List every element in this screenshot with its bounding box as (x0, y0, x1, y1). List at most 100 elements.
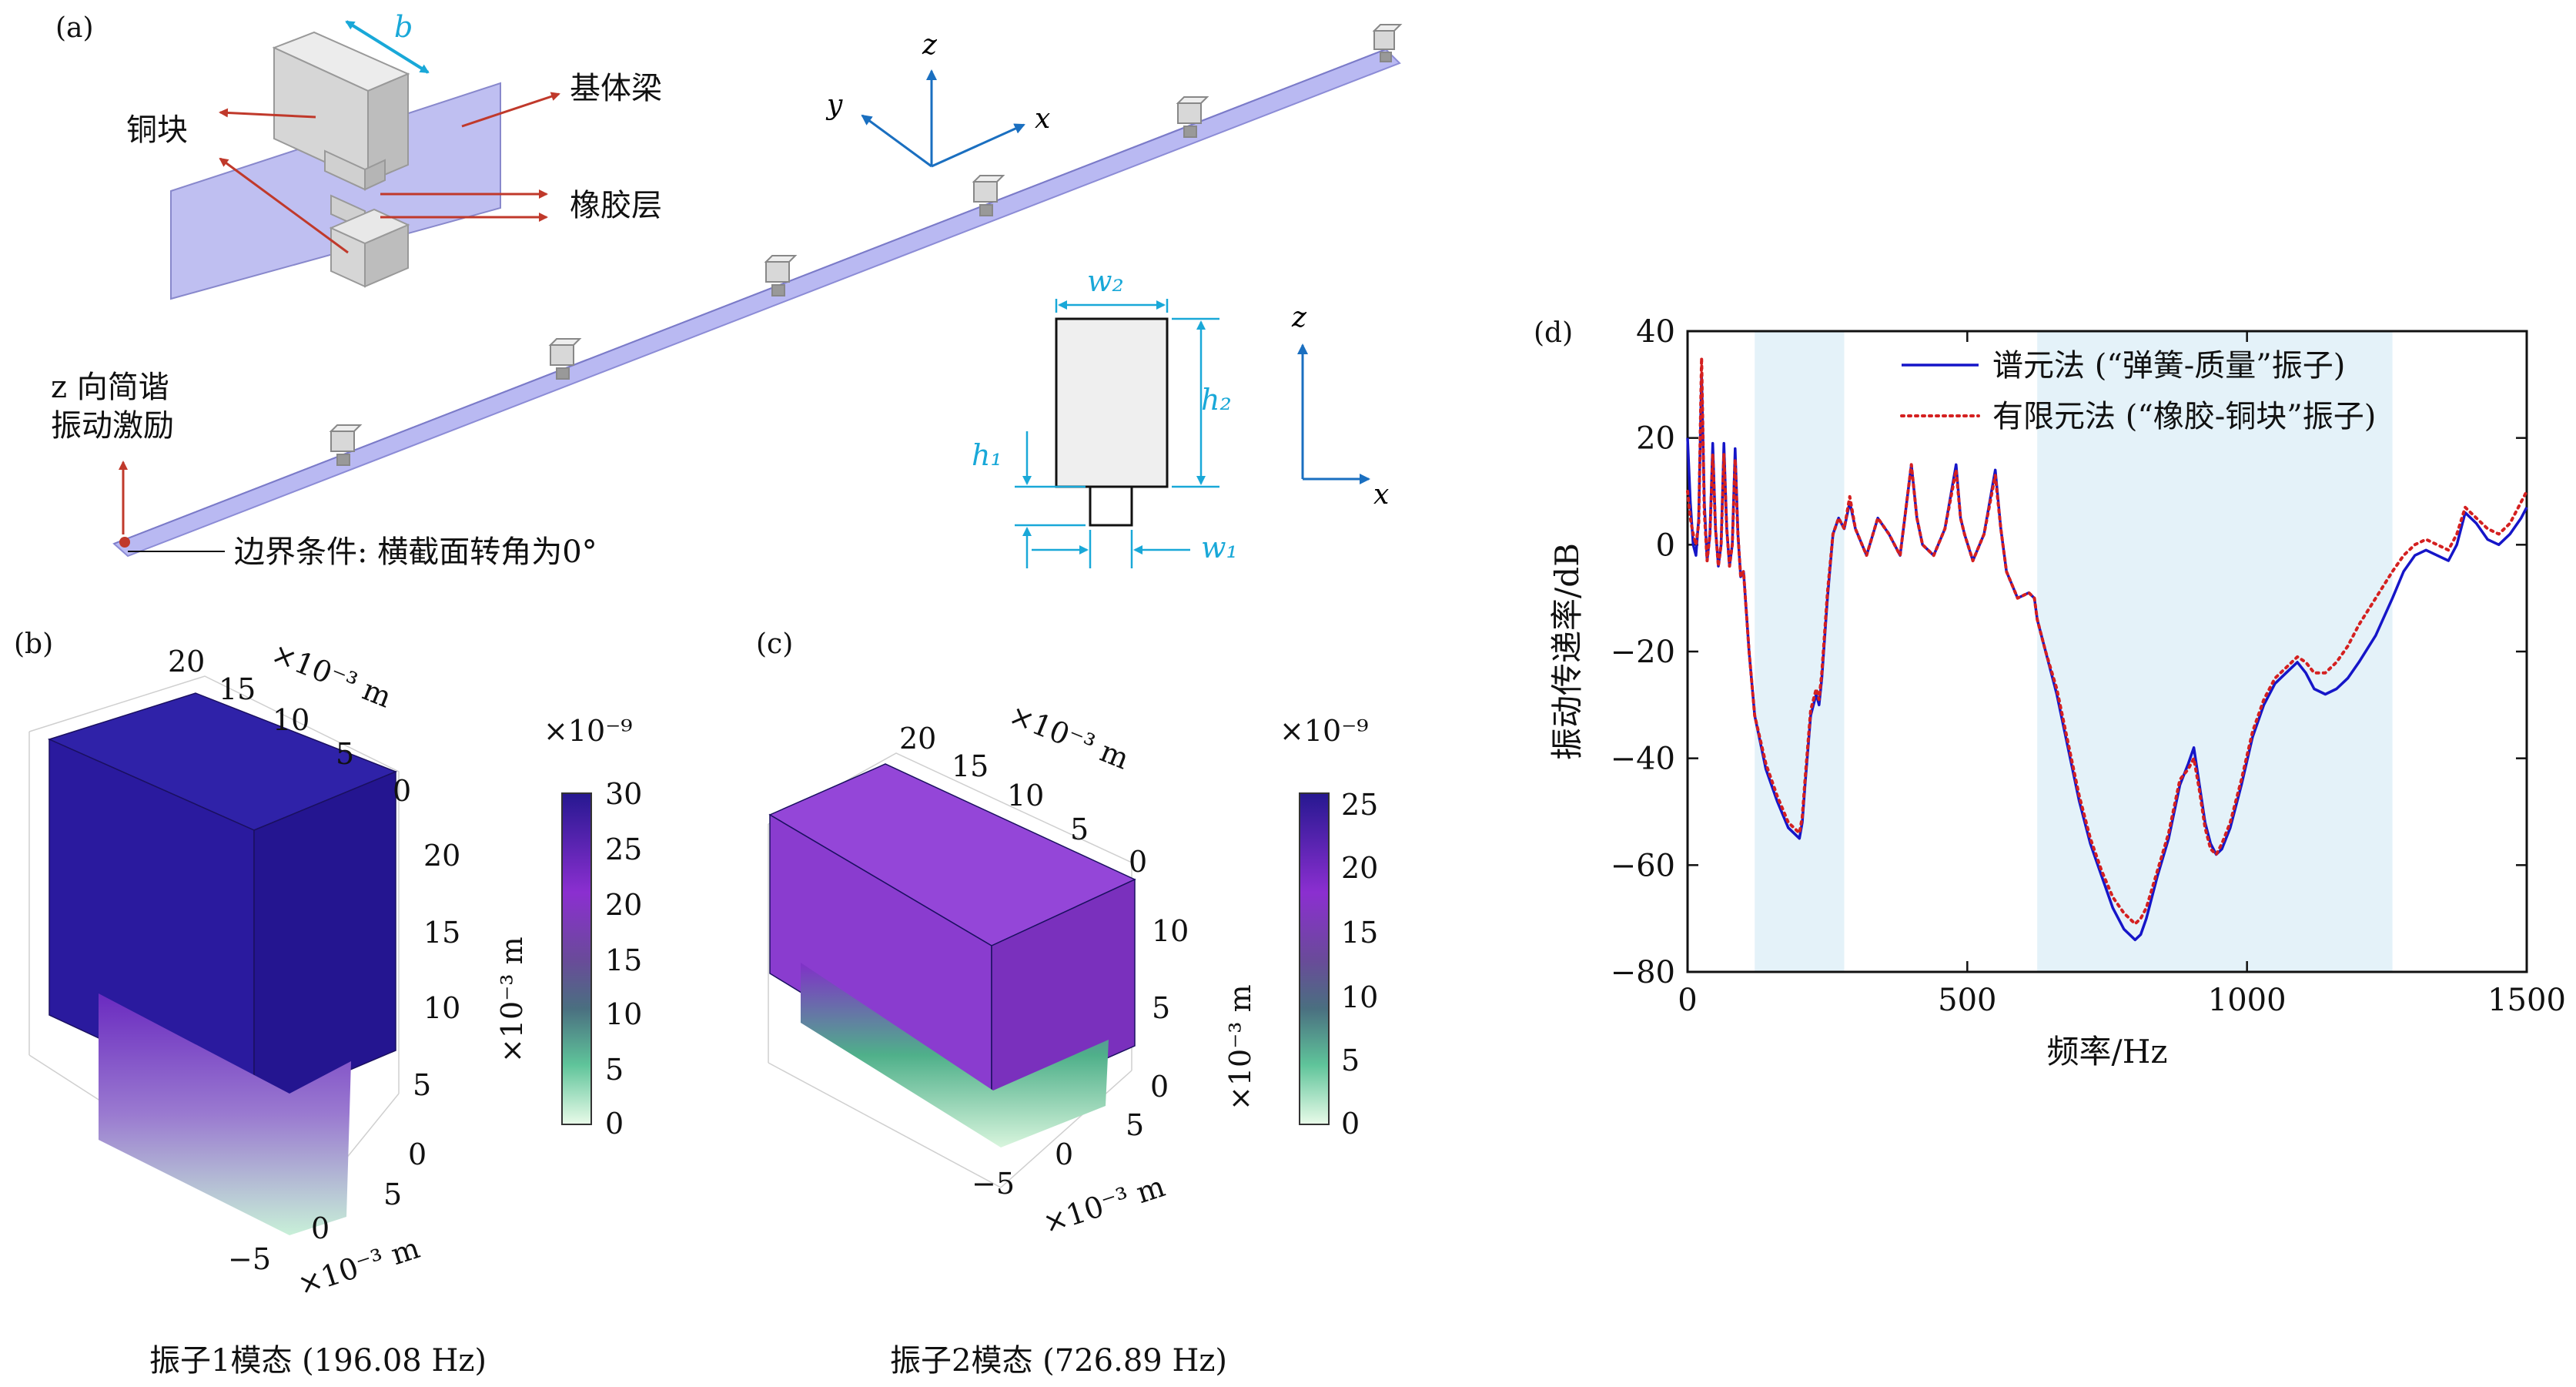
axis-label-x: x (1035, 103, 1050, 135)
svg-text:20: 20 (423, 839, 460, 873)
panel-c-colorbar-ticks: 25 20 15 10 5 0 (1341, 788, 1378, 1141)
x-tick-label: 0 (1678, 983, 1697, 1018)
svg-text:15: 15 (952, 749, 989, 783)
svg-text:5: 5 (413, 1068, 431, 1102)
panel-c-caption: 振子2模态 (726.89 Hz) (890, 1343, 1227, 1379)
svg-text:15: 15 (1341, 916, 1378, 950)
axis-label-y: y (825, 89, 843, 121)
copper-arrow-1 (219, 108, 316, 119)
cs-axis-label-x: x (1373, 479, 1389, 511)
svg-text:0: 0 (393, 774, 411, 808)
copper-arrow-2 (219, 157, 349, 254)
svg-text:20: 20 (899, 722, 936, 755)
label-copper-block: 铜块 (126, 112, 188, 148)
svg-text:0: 0 (311, 1211, 330, 1245)
legend-label-2: 有限元法 (“橡胶-铜块”振子) (1992, 399, 2376, 434)
label-boundary: 边界条件: 横截面转角为0° (234, 534, 597, 570)
oscillators-on-beam (329, 24, 1403, 466)
label-dim-h1: h₁ (972, 438, 1002, 472)
svg-text:15: 15 (605, 943, 642, 977)
label-excitation-2: 振动激励 (51, 408, 174, 444)
x-axis-label: 频率/Hz (2047, 1033, 2168, 1070)
cross-section-axes (1297, 343, 1370, 484)
label-width-b: b (394, 10, 413, 44)
cross-section (1015, 299, 1219, 568)
panel-b-colorbar-ticks: 30 25 20 15 10 5 0 (605, 777, 642, 1141)
panel-b-ticks: 20 15 10 5 0 20 15 10 5 0 5 0 −5 (168, 645, 460, 1276)
excitation-point (119, 537, 130, 548)
svg-text:10: 10 (1007, 779, 1044, 812)
transmissibility-chart: 0 500 1000 1500 −80 −60 −40 −20 0 20 40 频率/Hz 振动传递率/… (1548, 314, 2566, 1070)
panel-b-block (47, 692, 398, 1235)
svg-text:15: 15 (219, 672, 256, 706)
y-tick-label: 40 (1636, 314, 1675, 350)
svg-text:0: 0 (408, 1137, 427, 1171)
svg-text:5: 5 (1126, 1108, 1144, 1142)
label-dim-w1: w₁ (1201, 531, 1238, 565)
panel-c-block (768, 763, 1136, 1147)
y-tick-label: 20 (1636, 421, 1675, 457)
panel-label-c: (c) (756, 628, 793, 660)
label-dim-h2: h₂ (1201, 383, 1232, 417)
svg-text:25: 25 (605, 833, 642, 866)
label-base-beam: 基体梁 (570, 71, 662, 106)
svg-text:5: 5 (605, 1053, 624, 1087)
coordinate-axes-3d (861, 69, 1025, 168)
axis-label-z: z (922, 29, 938, 61)
legend-label-1: 谱元法 (“弹簧-质量”振子) (1992, 348, 2345, 384)
svg-text:0: 0 (1150, 1070, 1169, 1104)
x-tick-label: 1000 (2208, 983, 2287, 1018)
panel-b-scale-exp: ×10⁻⁹ (544, 714, 632, 748)
svg-text:30: 30 (605, 777, 642, 811)
panel-label-b: (b) (14, 628, 53, 660)
x-tick-label: 1500 (2487, 983, 2566, 1018)
svg-text:10: 10 (423, 991, 460, 1025)
y-tick-label: −40 (1611, 742, 1675, 777)
panel-c-colorbar (1299, 792, 1330, 1125)
svg-text:5: 5 (1070, 812, 1089, 846)
bandgap-region-1 (1755, 331, 1845, 972)
svg-text:0: 0 (605, 1107, 624, 1141)
base-beam (112, 48, 1401, 558)
svg-text:−5: −5 (972, 1167, 1015, 1201)
width-b-arrow (345, 20, 430, 74)
svg-text:15: 15 (423, 916, 460, 950)
cs-axis-label-z: z (1291, 302, 1307, 333)
label-rubber-layer: 橡胶层 (570, 188, 662, 223)
panel-c-bottom-unit: ×10⁻³ m (1039, 1169, 1169, 1240)
panel-b-colorbar (561, 792, 592, 1125)
label-dim-w2: w₂ (1087, 264, 1124, 298)
y-axis-label: 振动传递率/dB (1548, 543, 1586, 760)
svg-text:25: 25 (1341, 788, 1378, 822)
svg-text:20: 20 (605, 888, 642, 922)
panel-b-caption: 振子1模态 (196.08 Hz) (149, 1343, 487, 1379)
panel-label-a: (a) (55, 12, 94, 44)
svg-text:10: 10 (1152, 914, 1189, 948)
series-line-2 (1686, 356, 2528, 926)
panel-b-right-unit: ×10⁻³ m (495, 936, 529, 1063)
svg-text:10: 10 (605, 997, 642, 1031)
svg-text:5: 5 (383, 1178, 402, 1211)
svg-text:0: 0 (1129, 845, 1147, 879)
svg-text:10: 10 (273, 703, 309, 737)
panel-c-top-unit: ×10⁻³ m (1005, 698, 1134, 776)
svg-text:0: 0 (1341, 1107, 1360, 1141)
svg-text:−5: −5 (228, 1242, 271, 1276)
x-tick-label: 500 (1938, 983, 1996, 1018)
svg-text:20: 20 (168, 645, 205, 678)
oscillator-detail (170, 31, 501, 300)
svg-text:5: 5 (1341, 1044, 1360, 1077)
y-tick-label: −80 (1611, 955, 1675, 990)
y-tick-label: −60 (1611, 848, 1675, 883)
panel-label-d: (d) (1534, 317, 1573, 349)
svg-text:0: 0 (1055, 1137, 1073, 1171)
svg-text:20: 20 (1341, 851, 1378, 885)
y-tick-label: −20 (1611, 635, 1675, 670)
label-excitation-1: z 向简谐 (51, 370, 169, 405)
beam-arrow (461, 92, 560, 128)
svg-text:5: 5 (336, 737, 354, 771)
panel-c-right-unit: ×10⁻³ m (1223, 984, 1257, 1111)
panel-c-scale-exp: ×10⁻⁹ (1280, 714, 1368, 748)
svg-text:5: 5 (1152, 991, 1170, 1025)
